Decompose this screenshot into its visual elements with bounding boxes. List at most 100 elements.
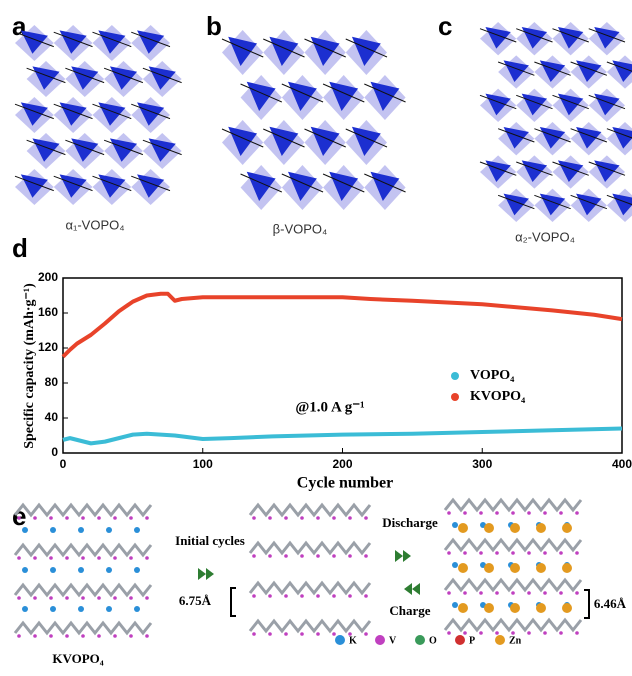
- atom: [284, 594, 288, 598]
- spacing: 6.75Å: [179, 593, 212, 608]
- crystal-structure: [221, 30, 406, 210]
- polyhedron: [98, 174, 126, 198]
- spacing: 6.46Å: [594, 596, 627, 611]
- atom: [510, 523, 520, 533]
- atom: [447, 591, 451, 595]
- atom: [575, 591, 579, 595]
- polyhedron: [109, 66, 138, 90]
- bond: [322, 83, 365, 103]
- atom: [364, 632, 368, 636]
- atom: [543, 591, 547, 595]
- polyhedron: [539, 60, 566, 82]
- bond: [497, 194, 535, 210]
- polyhedron: [594, 27, 620, 49]
- bond: [26, 67, 66, 84]
- atom: [252, 632, 256, 636]
- polyhedron: [557, 93, 584, 116]
- atom: [17, 556, 21, 560]
- atom: [332, 516, 336, 520]
- atom: [316, 554, 320, 558]
- bond: [534, 61, 571, 76]
- atom: [543, 511, 547, 515]
- layered-structure: [248, 502, 372, 636]
- polyhedron: [98, 102, 126, 126]
- atom: [332, 632, 336, 636]
- atom: [65, 634, 69, 638]
- bond: [588, 28, 626, 43]
- bond: [240, 83, 283, 103]
- atom: [332, 594, 336, 598]
- polyhedron: [594, 93, 620, 116]
- atom: [527, 591, 531, 595]
- legend-label: V: [389, 635, 397, 646]
- layer: [248, 618, 372, 634]
- atom: [97, 516, 101, 520]
- polyhedron: [594, 160, 620, 182]
- atom: [463, 631, 467, 635]
- bond: [552, 94, 589, 110]
- y-tick-label: 0: [51, 445, 58, 459]
- polyhedron: [148, 66, 176, 90]
- atom: [145, 556, 149, 560]
- layer: [248, 502, 372, 518]
- atom: [300, 594, 304, 598]
- step-label: Charge: [389, 603, 430, 618]
- atom: [543, 551, 547, 555]
- legend-label: VOPO₄: [470, 368, 515, 383]
- atom: [252, 554, 256, 558]
- polyhedron: [20, 174, 48, 198]
- polyhedron: [310, 126, 340, 156]
- x-tick-label: 200: [332, 457, 352, 471]
- bond: [53, 31, 93, 48]
- caption: α₁-VOPO₄: [65, 217, 124, 232]
- atom: [145, 634, 149, 638]
- atom: [510, 563, 520, 573]
- polyhedron: [59, 30, 87, 54]
- polyhedron: [503, 127, 529, 149]
- bond: [345, 38, 388, 58]
- atom: [268, 516, 272, 520]
- atom: [33, 556, 37, 560]
- layer: [248, 580, 372, 596]
- atom: [17, 634, 21, 638]
- polyhedron: [576, 193, 602, 216]
- legend-marker: [495, 635, 505, 645]
- polyhedron: [20, 102, 48, 126]
- plot-frame: [62, 277, 623, 454]
- atom: [78, 527, 84, 533]
- atom: [97, 634, 101, 638]
- polyhedron: [310, 36, 340, 66]
- atom: [252, 516, 256, 520]
- atom: [81, 634, 85, 638]
- bond: [570, 61, 608, 76]
- bond: [606, 61, 632, 72]
- atom: [129, 556, 133, 560]
- y-tick-label: 120: [38, 340, 58, 354]
- atom: [300, 632, 304, 636]
- atom: [452, 562, 458, 568]
- x-tick-label: 400: [612, 457, 632, 471]
- bond: [322, 173, 365, 193]
- bond: [588, 161, 626, 176]
- bond: [534, 128, 571, 143]
- legend-label: K: [349, 635, 357, 646]
- atom: [575, 551, 579, 555]
- bond: [304, 128, 346, 148]
- step-label: Discharge: [382, 515, 438, 530]
- atom: [129, 516, 133, 520]
- atom: [458, 603, 468, 613]
- atom: [511, 631, 515, 635]
- bond: [552, 161, 589, 176]
- atom: [78, 606, 84, 612]
- atom: [50, 567, 56, 573]
- annotation: @1.0 A g⁻¹: [295, 399, 364, 415]
- bond: [65, 67, 105, 84]
- polyhedron: [246, 81, 276, 111]
- layer: [443, 497, 583, 513]
- atom: [145, 516, 149, 520]
- atom: [81, 516, 85, 520]
- bond: [65, 139, 105, 156]
- atom: [22, 567, 28, 573]
- bond: [345, 128, 388, 148]
